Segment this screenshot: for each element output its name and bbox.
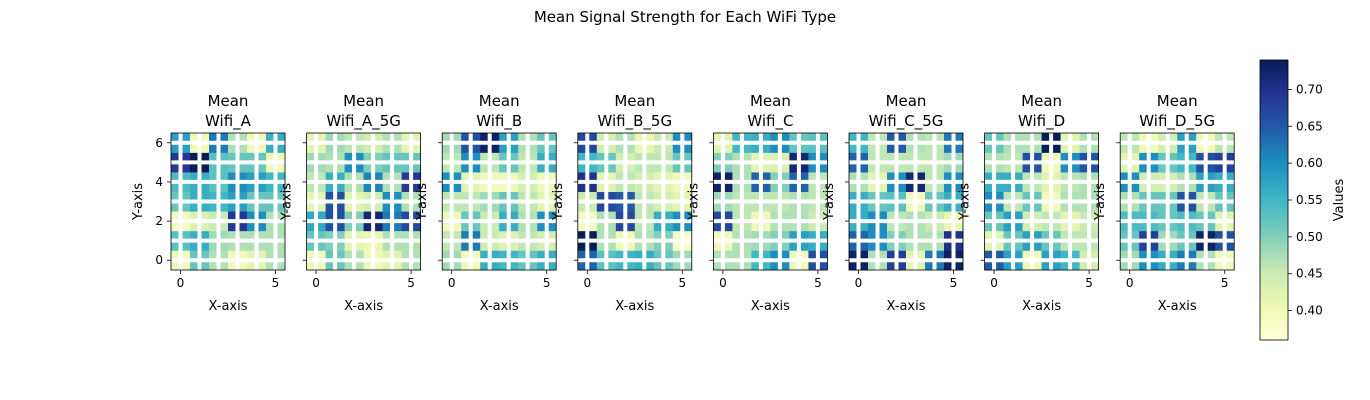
x-tick-label: 5: [950, 276, 958, 290]
axes-frame: [984, 132, 1099, 271]
x-tick-label: 5: [272, 276, 280, 290]
colorbar-tick-label: 0.45: [1296, 267, 1323, 281]
x-tick-label: 5: [407, 276, 415, 290]
heatmap-panel: Mean Wifi_C 0 5 X-axis Y-axis: [686, 92, 828, 314]
axes-frame: [848, 132, 964, 271]
figure-suptitle: Mean Signal Strength for Each WiFi Type: [534, 8, 836, 26]
x-tick-label: 5: [678, 276, 686, 290]
heatmap-panel: Mean Wifi_A 0 5 X-axis 0 2 4 6 Y-axis: [131, 92, 286, 314]
panel-title: Wifi_B_5G: [598, 112, 673, 131]
y-tick-label: 2: [155, 214, 163, 228]
x-axis-label: X-axis: [887, 299, 926, 314]
panel-title: Mean: [343, 92, 384, 110]
heatmap-panel: Mean Wifi_C_5G 0 5 X-axis Y-axis: [822, 92, 964, 314]
axes-frame: [577, 132, 693, 271]
y-axis-label: Y-axis: [280, 183, 295, 221]
panel-title: Mean: [1021, 92, 1062, 110]
x-axis-label: X-axis: [480, 299, 519, 314]
y-axis-label: Y-axis: [131, 183, 146, 221]
y-axis-label: Y-axis: [686, 183, 701, 221]
axes-frame: [713, 132, 828, 271]
colorbar-label: Values: [1332, 179, 1347, 222]
y-axis-label: Y-axis: [1093, 183, 1108, 221]
y-axis-label: Y-axis: [551, 183, 566, 221]
y-tick-label: 6: [155, 136, 163, 150]
x-axis-label: X-axis: [1158, 299, 1197, 314]
panel-title: Mean: [886, 92, 927, 110]
y-axis-label: Y-axis: [415, 183, 430, 221]
panel-title: Wifi_D_5G: [1139, 112, 1215, 131]
y-axis-label: Y-axis: [822, 183, 837, 221]
x-tick-label: 0: [990, 276, 998, 290]
x-tick-label: 0: [583, 276, 591, 290]
x-tick-label: 5: [1221, 276, 1229, 290]
x-tick-label: 0: [1126, 276, 1134, 290]
x-tick-label: 5: [1085, 276, 1093, 290]
x-tick-label: 5: [543, 276, 551, 290]
x-tick-label: 0: [177, 276, 185, 290]
x-tick-label: 0: [448, 276, 456, 290]
x-tick-label: 0: [312, 276, 320, 290]
panel-title: Mean: [1157, 92, 1198, 110]
x-tick-label: 0: [855, 276, 863, 290]
x-axis-label: X-axis: [344, 299, 383, 314]
panel-title: Wifi_D: [1018, 112, 1065, 131]
panel-title: Wifi_A: [205, 112, 252, 131]
heatmap-panel: Mean Wifi_B 0 5 X-axis Y-axis: [415, 92, 557, 314]
y-axis-label: Y-axis: [958, 183, 973, 221]
y-tick-label: 0: [155, 253, 163, 267]
colorbar-tick-label: 0.55: [1296, 193, 1323, 207]
y-tick-label: 4: [155, 175, 163, 189]
colorbar-ticks: 0.40 0.45 0.50 0.55 0.60 0.65 0.70: [1288, 82, 1323, 318]
x-axis-label: X-axis: [1022, 299, 1061, 314]
axes-frame: [170, 132, 286, 271]
colorbar-tick-label: 0.40: [1296, 304, 1323, 318]
heatmap-panels: Mean Wifi_A 0 5 X-axis 0 2 4 6 Y-axis Mean Wifi_A_5…: [131, 92, 1235, 314]
colorbar-tick-label: 0.60: [1296, 156, 1323, 170]
panel-title: Mean: [750, 92, 791, 110]
axes-frame: [306, 132, 422, 271]
x-axis-label: X-axis: [209, 299, 248, 314]
panel-title: Wifi_C_5G: [869, 112, 944, 131]
axes-frame: [441, 132, 557, 271]
x-axis-label: X-axis: [751, 299, 790, 314]
colorbar-tick-label: 0.50: [1296, 230, 1323, 244]
heatmap-panel: Mean Wifi_B_5G 0 5 X-axis Y-axis: [551, 92, 693, 314]
panel-title: Wifi_C: [747, 112, 793, 131]
heatmap-panel: Mean Wifi_A_5G 0 5 X-axis Y-axis: [280, 92, 422, 314]
x-axis-label: X-axis: [615, 299, 654, 314]
x-tick-label: 5: [814, 276, 822, 290]
colorbar: 0.40 0.45 0.50 0.55 0.60 0.65 0.70 Values: [1259, 59, 1347, 341]
panel-title: Mean: [479, 92, 520, 110]
heatmap-panel: Mean Wifi_D 0 5 X-axis Y-axis: [958, 92, 1099, 314]
x-tick-label: 0: [719, 276, 727, 290]
panel-title: Wifi_B: [476, 112, 522, 131]
panel-title: Mean: [208, 92, 249, 110]
panel-title: Mean: [614, 92, 655, 110]
axes-frame: [1119, 132, 1235, 271]
colorbar-bar: [1259, 59, 1289, 341]
colorbar-tick-label: 0.70: [1296, 82, 1323, 96]
heatmap-panel: Mean Wifi_D_5G 0 5 X-axis Y-axis: [1093, 92, 1235, 314]
colorbar-tick-label: 0.65: [1296, 119, 1323, 133]
panel-title: Wifi_A_5G: [326, 112, 401, 131]
